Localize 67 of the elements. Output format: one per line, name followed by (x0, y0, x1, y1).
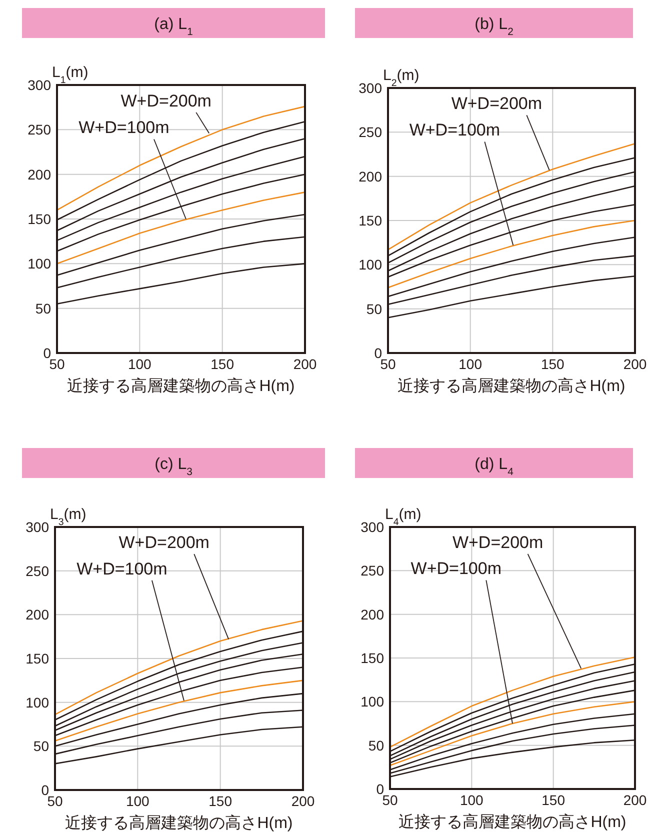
x-tick-label: 200 (291, 793, 315, 809)
y-tick-label: 100 (28, 256, 52, 272)
line-series (54, 680, 304, 742)
y-axis-title: L$_{1}$(m) (52, 64, 88, 86)
x-tick-label: 150 (540, 356, 565, 372)
y-tick-label: 200 (26, 606, 50, 623)
y-tick-label: 0 (41, 782, 50, 798)
y-tick-label: 0 (376, 781, 384, 797)
annotation: W+D=100m (410, 559, 502, 578)
line-series (387, 220, 636, 288)
y-tick-label: 150 (28, 211, 52, 227)
y-tick-label: 200 (360, 606, 384, 622)
y-tick-label: 0 (43, 345, 52, 361)
y-tick-label: 50 (35, 300, 52, 316)
x-tick-label: 150 (208, 793, 232, 809)
annotation: W+D=200m (118, 533, 210, 552)
y-axis-title: L$_{3}$(m) (50, 506, 86, 528)
y-tick-label: 50 (33, 738, 50, 754)
y-tick-label: 100 (26, 694, 50, 710)
line-series (56, 192, 306, 264)
chart-title: (d) L$_{4}$ (474, 456, 514, 478)
y-tick-label: 250 (26, 562, 50, 579)
annotation: W+D=100m (78, 118, 170, 138)
y-tick-label: 100 (360, 694, 384, 710)
y-tick-label: 0 (374, 345, 382, 361)
x-axis-title: 近接する高層建築物の高さH(m) (65, 814, 293, 832)
y-tick-label: 250 (360, 562, 384, 579)
x-tick-label: 100 (126, 793, 150, 809)
y-tick-label: 150 (358, 212, 382, 228)
x-axis-title: 近接する高層建築物の高さH(m) (398, 377, 626, 395)
annotation: W+D=100m (409, 120, 500, 140)
y-tick-label: 200 (28, 166, 52, 182)
y-tick-label: 300 (28, 77, 52, 93)
annotation: W+D=200m (120, 91, 212, 110)
x-tick-label: 200 (623, 792, 647, 808)
annotation: W+D=200m (452, 532, 544, 552)
y-tick-label: 50 (366, 300, 382, 317)
y-axis-title: L$_{2}$(m) (383, 67, 420, 88)
y-tick-label: 50 (368, 737, 384, 754)
y-tick-label: 300 (360, 519, 384, 535)
x-tick-label: 200 (293, 356, 317, 372)
line-series (56, 106, 306, 211)
x-axis-title: 近接する高層建築物の高さH(m) (398, 813, 626, 831)
line-series (389, 701, 636, 766)
y-tick-label: 200 (358, 168, 382, 184)
y-tick-label: 150 (360, 650, 384, 666)
chart-title: (a) L$_{1}$ (154, 16, 194, 38)
x-tick-label: 150 (210, 356, 234, 372)
y-tick-label: 300 (358, 80, 382, 96)
x-tick-label: 150 (542, 792, 566, 808)
annotation: W+D=200m (451, 94, 542, 114)
x-tick-label: 100 (128, 356, 152, 372)
x-tick-label: 100 (458, 356, 482, 372)
y-tick-label: 250 (28, 122, 52, 138)
x-tick-label: 200 (623, 356, 647, 372)
y-tick-label: 250 (358, 124, 382, 140)
x-axis-title: 近接する高層建築物の高さH(m) (67, 377, 295, 395)
y-tick-label: 150 (26, 650, 50, 666)
chart-title: (b) L$_{2}$ (474, 16, 514, 38)
y-axis-title: L$_{4}$(m) (385, 506, 422, 528)
x-tick-label: 100 (460, 792, 484, 808)
line-series (387, 143, 636, 250)
y-tick-label: 100 (358, 256, 382, 273)
chart-title: (c) L$_{3}$ (154, 456, 193, 478)
y-tick-label: 300 (26, 519, 50, 535)
line-series (54, 620, 304, 716)
annotation: W+D=100m (76, 559, 168, 578)
